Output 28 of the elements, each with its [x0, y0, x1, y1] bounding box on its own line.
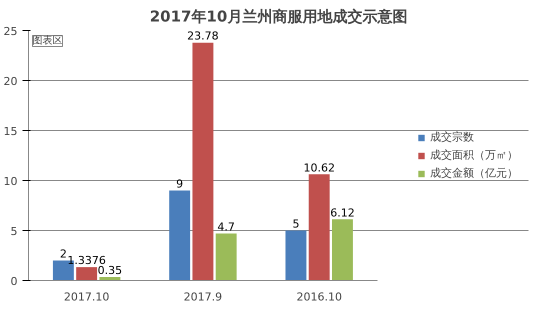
data-label: 9	[176, 178, 184, 190]
data-label: 4.7	[217, 220, 235, 234]
data-label: 2	[60, 248, 67, 260]
x-tick-label: 2017.10	[64, 290, 110, 304]
y-tick-label: 5	[10, 225, 18, 238]
bar	[308, 174, 330, 280]
data-label: 0.35	[98, 264, 122, 277]
bar	[76, 267, 98, 280]
data-label: 23.78	[187, 30, 219, 43]
y-tick-label: 10	[4, 175, 18, 188]
x-tick-label: 2017.9	[184, 290, 222, 304]
y-tick-label: 25	[4, 25, 18, 38]
data-label: 10.62	[303, 161, 335, 174]
bar	[332, 219, 353, 280]
y-tick-label: 0	[10, 275, 18, 288]
bar	[169, 190, 190, 280]
y-tick-label: 15	[4, 125, 18, 138]
chart-title: 2017年10月兰州商服用地成交示意图	[150, 8, 408, 26]
y-tick-label: 20	[4, 75, 18, 88]
legend-label: 成交宗数	[430, 130, 474, 144]
data-label: 6.12	[330, 206, 355, 220]
data-label: 5	[292, 218, 300, 230]
x-tick-label: 2016.10	[296, 290, 342, 304]
legend-label: 成交面积（万㎡）	[430, 148, 518, 162]
legend-label: 成交金额（亿元）	[430, 166, 518, 180]
bar	[216, 234, 237, 280]
bar	[192, 42, 214, 280]
bar	[285, 230, 306, 280]
